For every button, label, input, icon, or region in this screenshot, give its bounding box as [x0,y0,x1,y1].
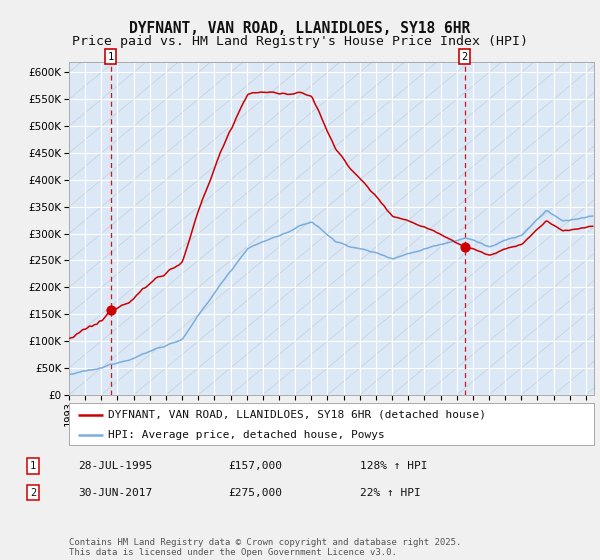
Text: 2: 2 [461,52,468,62]
Text: £157,000: £157,000 [228,461,282,471]
Text: 28-JUL-1995: 28-JUL-1995 [78,461,152,471]
Text: DYFNANT, VAN ROAD, LLANIDLOES, SY18 6HR: DYFNANT, VAN ROAD, LLANIDLOES, SY18 6HR [130,21,470,36]
Point [106,306,115,315]
Text: 1: 1 [107,52,113,62]
Point [460,242,470,251]
Text: 128% ↑ HPI: 128% ↑ HPI [360,461,427,471]
Text: HPI: Average price, detached house, Powys: HPI: Average price, detached house, Powy… [109,430,385,440]
Text: 2: 2 [30,488,36,498]
Text: Price paid vs. HM Land Registry's House Price Index (HPI): Price paid vs. HM Land Registry's House … [72,35,528,48]
Text: £275,000: £275,000 [228,488,282,498]
Text: DYFNANT, VAN ROAD, LLANIDLOES, SY18 6HR (detached house): DYFNANT, VAN ROAD, LLANIDLOES, SY18 6HR … [109,410,487,420]
Text: 30-JUN-2017: 30-JUN-2017 [78,488,152,498]
Text: Contains HM Land Registry data © Crown copyright and database right 2025.
This d: Contains HM Land Registry data © Crown c… [69,538,461,557]
Text: 1: 1 [30,461,36,471]
Text: 22% ↑ HPI: 22% ↑ HPI [360,488,421,498]
